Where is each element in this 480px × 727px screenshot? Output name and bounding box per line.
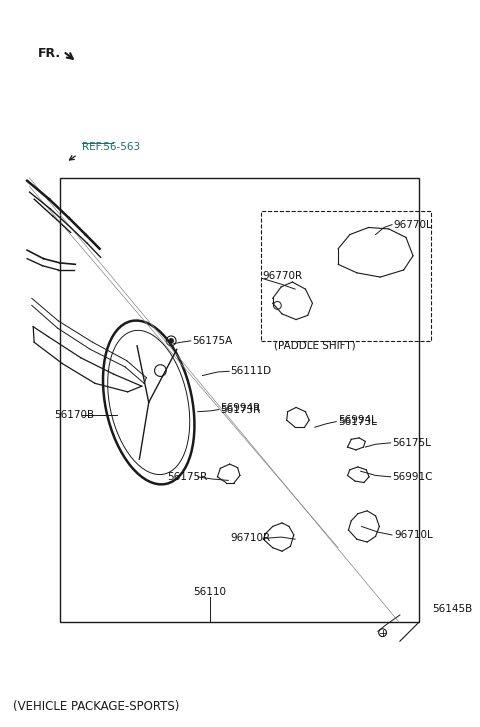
Text: 56175A: 56175A [192, 336, 232, 346]
Text: (PADDLE SHIFT): (PADDLE SHIFT) [274, 340, 355, 350]
Circle shape [169, 338, 174, 343]
Text: (VEHICLE PACKAGE-SPORTS): (VEHICLE PACKAGE-SPORTS) [13, 700, 180, 713]
Text: 56991C: 56991C [392, 472, 432, 482]
Text: 56994L: 56994L [338, 415, 377, 425]
Text: 56145B: 56145B [432, 603, 472, 614]
Text: 56175R: 56175R [168, 472, 208, 482]
Text: 96770R: 96770R [263, 270, 302, 281]
Text: FR.: FR. [38, 47, 61, 60]
Text: 56170B: 56170B [54, 409, 94, 419]
Text: 56173R: 56173R [220, 405, 261, 415]
Text: 56994R: 56994R [220, 403, 261, 413]
Text: 96710L: 96710L [394, 530, 433, 540]
Text: REF.56-563: REF.56-563 [82, 142, 141, 152]
Text: 56110: 56110 [193, 587, 226, 598]
Text: 56111D: 56111D [230, 366, 272, 377]
Text: 96710R: 96710R [230, 534, 271, 544]
Text: 56175L: 56175L [392, 438, 431, 448]
Text: 56173L: 56173L [338, 417, 377, 427]
Bar [261, 211, 431, 341]
Text: 96770L: 96770L [393, 220, 432, 230]
Bar [60, 178, 419, 622]
